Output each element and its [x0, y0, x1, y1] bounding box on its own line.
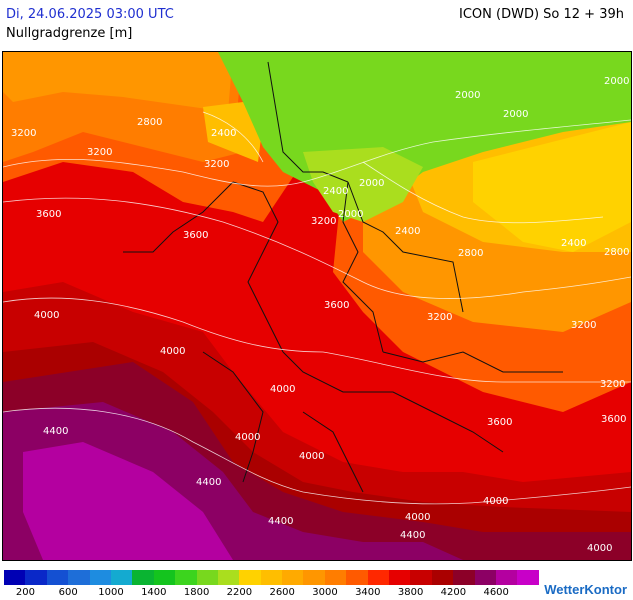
contour-label: 4000 — [160, 346, 185, 357]
legend-swatch — [410, 570, 432, 585]
contour-label: 2800 — [604, 247, 629, 258]
legend-swatch — [132, 570, 154, 585]
field-east-2200 — [473, 122, 631, 252]
legend-swatch — [25, 570, 47, 585]
contour-lines — [3, 111, 631, 505]
brand-logo: WetterKontor — [544, 582, 627, 597]
contour-label: 4000 — [405, 512, 430, 523]
field-north-2000 — [303, 147, 423, 222]
parameter-title: Nullgradgrenze [m] — [6, 26, 133, 41]
contour-label: 4400 — [43, 426, 68, 437]
legend-swatch — [260, 570, 283, 585]
legend-swatch — [474, 570, 496, 585]
contour-label: 4400 — [400, 530, 425, 541]
contour-label: 4000 — [34, 310, 59, 321]
legend-swatch — [389, 570, 411, 585]
contour-label: 2800 — [458, 248, 483, 259]
contour-label: 3200 — [311, 216, 336, 227]
legend-tick-label: 600 — [58, 587, 78, 598]
legend-swatch — [239, 570, 261, 585]
legend-swatch — [431, 570, 454, 585]
contour-label: 3200 — [11, 128, 36, 139]
legend-tick-label: 3000 — [312, 587, 338, 598]
field-2600 — [203, 102, 263, 162]
contour-label: 4000 — [587, 543, 612, 554]
legend-swatch — [217, 570, 240, 585]
contour-label: 2800 — [137, 117, 162, 128]
legend-swatch — [303, 570, 325, 585]
legend-tick-label: 4200 — [440, 587, 467, 598]
legend-swatch — [175, 570, 197, 585]
legend-tick-label: 1800 — [183, 587, 210, 598]
contour-label: 4000 — [483, 496, 508, 507]
contour-label: 3200 — [204, 159, 229, 170]
country-borders — [123, 61, 563, 493]
contour-label: 2000 — [359, 178, 384, 189]
legend-tick-label: 2600 — [269, 587, 295, 598]
contour-label: 3200 — [427, 312, 452, 323]
contour-label: 4000 — [299, 451, 324, 462]
contour-label: 2000 — [455, 90, 480, 101]
legend-swatch — [324, 570, 347, 585]
legend-swatch — [89, 570, 111, 585]
contour-label: 3600 — [183, 230, 208, 241]
legend-swatch — [453, 570, 475, 585]
legend-tick-label: 3400 — [355, 587, 381, 598]
contour-label: 3200 — [571, 320, 596, 331]
legend-swatch — [4, 570, 26, 585]
legend-swatch — [346, 570, 368, 585]
map-canvas: 2800200020002000320032002400320024002000… — [3, 52, 631, 560]
legend-tick-label: 3800 — [397, 587, 424, 598]
legend-tick-label: 1400 — [141, 587, 167, 598]
legend-swatch — [46, 570, 69, 585]
contour-label: 2400 — [211, 128, 236, 139]
field-2800 — [3, 52, 233, 112]
color-legend — [4, 570, 539, 585]
legend-swatch — [110, 570, 133, 585]
legend-swatch — [68, 570, 90, 585]
contour-label: 2400 — [323, 186, 348, 197]
contour-label: 3600 — [36, 209, 61, 220]
contour-label: 3200 — [600, 379, 625, 390]
legend-tick-label: 200 — [15, 587, 35, 598]
legend-tick-label: 1000 — [98, 587, 124, 598]
legend-tick-label: 2200 — [226, 587, 253, 598]
legend-swatch — [517, 570, 539, 585]
legend-swatch — [495, 570, 518, 585]
legend-tick-labels: 200 600 1000 1400 1800 2200 2600 3000 3400 3800 42… — [4, 587, 524, 600]
contour-label: 2000 — [503, 109, 528, 120]
contour-label: 3600 — [487, 417, 512, 428]
forecast-datetime: Di, 24.06.2025 03:00 UTC — [6, 7, 174, 22]
contour-label: 2000 — [338, 209, 363, 220]
contour-label: 3600 — [601, 414, 626, 425]
contour-labels: 2800200020002000320032002400320024002000… — [11, 76, 629, 554]
legend-swatch — [282, 570, 304, 585]
contour-label: 4000 — [235, 432, 260, 443]
field-south-4800 — [23, 442, 233, 560]
freezing-level-map: 2800 2000 2000 2000 3200 3200 2400 3200 2400 2000… — [2, 51, 632, 561]
legend-swatch — [367, 570, 390, 585]
contour-label: 2400 — [395, 226, 420, 237]
contour-label: 3600 — [324, 300, 349, 311]
contour-label: 4400 — [268, 516, 293, 527]
legend-swatch — [153, 570, 176, 585]
contour-label: 4400 — [196, 477, 221, 488]
legend-tick-label: 4600 — [483, 587, 509, 598]
model-run-info: ICON (DWD) So 12 + 39h — [459, 7, 624, 22]
contour-label: 4000 — [270, 384, 295, 395]
contour-label: 3200 — [87, 147, 112, 158]
legend-swatch — [196, 570, 218, 585]
contour-label: 2000 — [604, 76, 629, 87]
contour-label: 2400 — [561, 238, 586, 249]
